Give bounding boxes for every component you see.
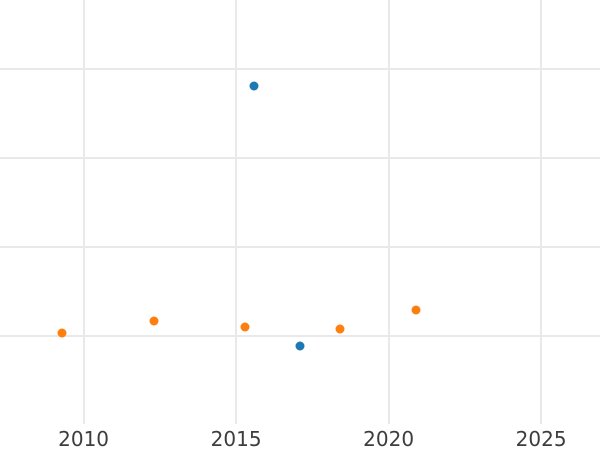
horizontal-gridline <box>0 68 600 71</box>
x-tick-label: 2025 <box>515 427 567 450</box>
data-point-orange <box>149 316 159 326</box>
data-point-orange <box>411 305 421 315</box>
vertical-gridline <box>235 0 238 424</box>
x-tick-label: 2015 <box>210 427 262 450</box>
x-tick-label: 2020 <box>363 427 415 450</box>
data-point-orange <box>57 328 67 338</box>
data-point-blue <box>295 341 305 351</box>
horizontal-gridline <box>0 157 600 160</box>
data-point-orange <box>335 324 345 334</box>
horizontal-gridline <box>0 246 600 249</box>
horizontal-gridline <box>0 335 600 338</box>
data-point-orange <box>240 322 250 332</box>
x-tick-label: 2010 <box>58 427 110 450</box>
vertical-gridline <box>387 0 390 424</box>
data-point-blue <box>249 81 259 91</box>
vertical-gridline <box>540 0 543 424</box>
vertical-gridline <box>82 0 85 424</box>
